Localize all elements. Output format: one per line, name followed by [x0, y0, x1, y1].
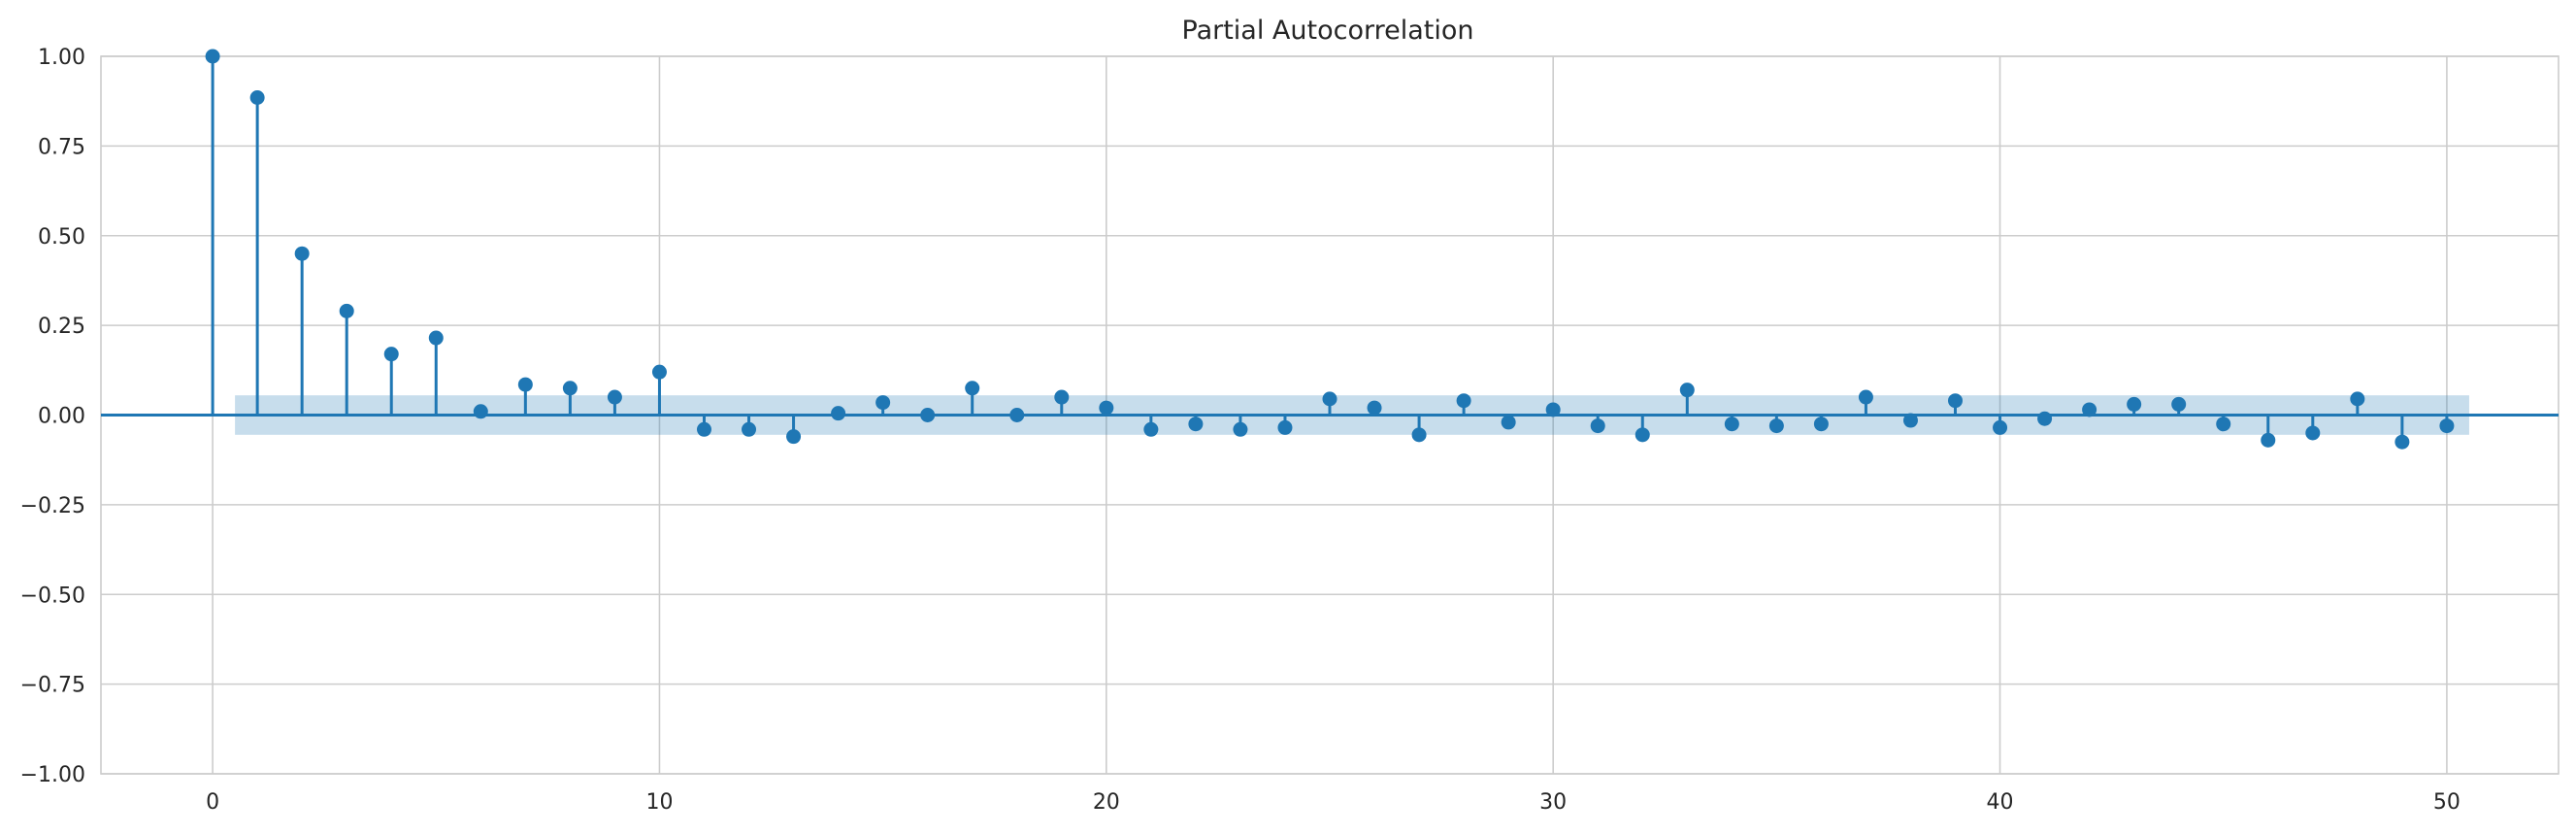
marker-lag-48 [2350, 391, 2365, 407]
marker-lag-7 [517, 377, 533, 392]
marker-lag-40 [1993, 419, 2008, 435]
marker-lag-17 [965, 381, 980, 396]
marker-lag-49 [2394, 434, 2410, 450]
marker-lag-42 [2082, 402, 2097, 417]
marker-lag-16 [920, 408, 936, 422]
marker-lag-47 [2305, 425, 2321, 441]
marker-lag-29 [1501, 415, 1516, 430]
marker-lag-37 [1858, 389, 1873, 405]
marker-lag-38 [1902, 413, 1918, 428]
marker-lag-36 [1813, 417, 1829, 432]
marker-lag-3 [339, 303, 354, 318]
y-tick-label: −0.75 [20, 674, 85, 698]
y-tick-label: −0.50 [20, 584, 85, 608]
marker-lag-33 [1679, 383, 1695, 398]
marker-lag-39 [1948, 393, 1964, 409]
marker-lag-46 [2261, 432, 2276, 448]
y-tick-label: 0.25 [38, 315, 85, 339]
marker-lag-34 [1724, 417, 1739, 432]
x-axis-ticks: 0 10 20 30 40 50 [206, 790, 2460, 815]
marker-lag-50 [2439, 418, 2455, 434]
y-tick-label: 1.00 [38, 46, 85, 70]
marker-lag-41 [2037, 411, 2053, 426]
y-tick-label: −1.00 [20, 763, 85, 787]
marker-lag-19 [1054, 389, 1070, 405]
marker-lag-24 [1277, 419, 1293, 435]
chart-title: Partial Autocorrelation [1182, 16, 1474, 46]
marker-lag-8 [562, 381, 578, 396]
x-tick-label: 40 [1987, 790, 2014, 815]
marker-lag-2 [294, 246, 310, 261]
x-tick-label: 0 [206, 790, 219, 815]
marker-lag-26 [1367, 400, 1382, 416]
markers [205, 49, 2455, 450]
marker-lag-32 [1635, 427, 1650, 443]
marker-lag-22 [1188, 417, 1204, 432]
marker-lag-44 [2171, 396, 2187, 412]
marker-lag-1 [249, 89, 265, 105]
marker-lag-4 [383, 347, 399, 362]
marker-lag-6 [473, 404, 488, 419]
marker-lag-27 [1411, 427, 1427, 443]
marker-lag-45 [2216, 417, 2231, 432]
marker-lag-31 [1590, 418, 1605, 434]
marker-lag-12 [742, 421, 757, 437]
marker-lag-10 [651, 364, 667, 380]
marker-lag-28 [1456, 393, 1471, 409]
y-tick-label: 0.00 [38, 405, 85, 429]
marker-lag-18 [1009, 408, 1025, 422]
marker-lag-14 [831, 406, 846, 421]
marker-lag-13 [786, 429, 802, 445]
x-tick-label: 10 [645, 790, 673, 815]
marker-lag-35 [1768, 418, 1784, 434]
y-tick-label: −0.25 [20, 494, 85, 518]
marker-lag-0 [205, 49, 220, 64]
y-tick-label: 0.75 [38, 135, 85, 159]
marker-lag-20 [1099, 400, 1114, 416]
marker-lag-11 [696, 421, 711, 437]
y-axis-ticks: 1.00 0.75 0.50 0.25 0.00 −0.25 −0.50 −0.75 −1.00 [20, 46, 85, 787]
marker-lag-15 [875, 395, 891, 411]
marker-lag-5 [428, 330, 444, 346]
y-tick-label: 0.50 [38, 225, 85, 250]
marker-lag-9 [607, 389, 622, 405]
marker-lag-23 [1233, 421, 1248, 437]
marker-lag-30 [1545, 402, 1561, 417]
x-tick-label: 50 [2433, 790, 2460, 815]
marker-lag-43 [2127, 396, 2142, 412]
marker-lag-25 [1322, 391, 1338, 407]
x-tick-label: 30 [1539, 790, 1567, 815]
stems [211, 56, 2449, 443]
x-tick-label: 20 [1093, 790, 1120, 815]
marker-lag-21 [1143, 421, 1159, 437]
